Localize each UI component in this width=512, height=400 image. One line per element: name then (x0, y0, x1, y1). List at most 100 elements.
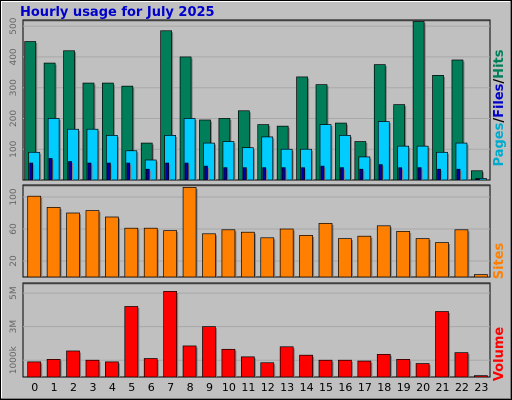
volume-bar (124, 306, 139, 378)
volume-bar (202, 326, 216, 378)
frame-bevel-right (510, 1, 511, 399)
x-tick-label: 8 (187, 381, 194, 394)
sites-bar (124, 227, 139, 278)
volume-panel-y-tick-label: 3M (9, 320, 19, 334)
volume-bar (318, 359, 333, 378)
volume-bar (66, 350, 80, 378)
x-tick-label: 18 (377, 381, 391, 394)
hits-series-label-part: / (492, 79, 507, 84)
volume-bar (105, 361, 119, 378)
pages-bar (320, 165, 325, 181)
sites-bar (27, 195, 42, 278)
sites-bar (221, 229, 236, 278)
pages-bar (145, 168, 150, 181)
volume-bar (85, 359, 100, 378)
pages-bar (29, 162, 34, 181)
x-tick-label: 21 (436, 381, 450, 394)
x-tick-label: 5 (128, 381, 135, 394)
x-tick-label: 12 (261, 381, 275, 394)
volume-bar (240, 356, 255, 378)
pages-bar (165, 162, 169, 181)
hits-panel-plot-border (22, 19, 491, 181)
x-tick-label: 14 (300, 381, 314, 394)
x-tick-label: 0 (31, 381, 38, 394)
hits-panel-y-tick-label: 300 (9, 79, 19, 96)
x-tick-label: 9 (206, 381, 213, 394)
pages-bar (476, 178, 480, 181)
hits-panel-y-tick-label: 100 (9, 140, 19, 157)
x-tick-label: 3 (89, 381, 96, 394)
volume-bar (435, 311, 449, 378)
sites-bar (357, 235, 372, 278)
hits-series-label-part: Pages (492, 122, 507, 166)
hits-panel-y-tick-label: 500 (9, 17, 19, 34)
sites-bar (143, 227, 158, 278)
hits-panel-y-tick-label: 400 (9, 48, 19, 65)
frame-bevel-bottom (1, 398, 511, 399)
pages-bar (184, 162, 189, 181)
sites-series-label: Sites (492, 242, 507, 279)
x-tick-label: 22 (455, 381, 469, 394)
volume-bar (454, 352, 469, 378)
x-tick-label: 13 (280, 381, 294, 394)
volume-bar (260, 362, 275, 378)
x-tick-label: 17 (358, 381, 372, 394)
pages-bar (68, 161, 72, 181)
volume-bar (299, 354, 313, 378)
sites-panel-plot-border (22, 184, 491, 278)
hits-series-label-part: Hits (492, 49, 507, 79)
volume-bar (415, 363, 430, 378)
volume-bar (474, 375, 488, 378)
volume-bar (338, 359, 352, 378)
sites-bar (66, 212, 80, 278)
hits-series-label-part: / (492, 118, 507, 123)
x-tick-label: 15 (319, 381, 333, 394)
chart-title: Hourly usage for July 2025 (20, 5, 215, 20)
hits-series-label: Pages/Files/Hits (492, 49, 507, 166)
sites-bar (376, 225, 391, 278)
sites-bar (435, 242, 449, 278)
x-tick-label: 7 (167, 381, 174, 394)
pages-bar (223, 167, 228, 181)
x-tick-label: 10 (222, 381, 236, 394)
sites-bar (415, 238, 430, 278)
sites-bar (396, 231, 411, 278)
volume-panel-plot-border (22, 282, 491, 378)
pages-bar (301, 167, 305, 181)
sites-bar (318, 223, 333, 278)
x-tick-label: 4 (109, 381, 116, 394)
hits-panel-y-tick-label: 200 (9, 110, 19, 127)
x-tick-label: 16 (338, 381, 352, 394)
volume-bar (163, 291, 177, 378)
pages-bar (48, 158, 53, 181)
volume-bar (279, 346, 294, 378)
volume-bar (357, 360, 372, 378)
sites-bar (299, 235, 313, 278)
files-bar (475, 178, 487, 181)
sites-panel-y-tick-label: 100 (9, 188, 19, 205)
pages-bar (107, 162, 111, 181)
sites-bar (454, 229, 469, 278)
pages-bar (398, 167, 403, 181)
x-tick-label: 23 (474, 381, 488, 394)
pages-bar (340, 167, 344, 181)
x-tick-label: 19 (397, 381, 411, 394)
sites-bar (85, 210, 100, 278)
sites-panel-y-tick-label: 20 (9, 255, 19, 267)
volume-panel-y-tick-label: 1000k (9, 345, 19, 374)
pages-bar (359, 168, 364, 181)
sites-bar (105, 216, 119, 278)
pages-bar (437, 168, 441, 181)
pages-bar (204, 165, 208, 181)
volume-bar (27, 361, 42, 378)
pages-bar (242, 167, 247, 181)
sites-bar (46, 207, 61, 278)
sites-bar (240, 231, 255, 278)
volume-bar (221, 348, 236, 378)
pages-bar (281, 167, 286, 181)
pages-bar (126, 162, 131, 181)
volume-bar (143, 358, 158, 378)
volume-bar (396, 359, 411, 378)
